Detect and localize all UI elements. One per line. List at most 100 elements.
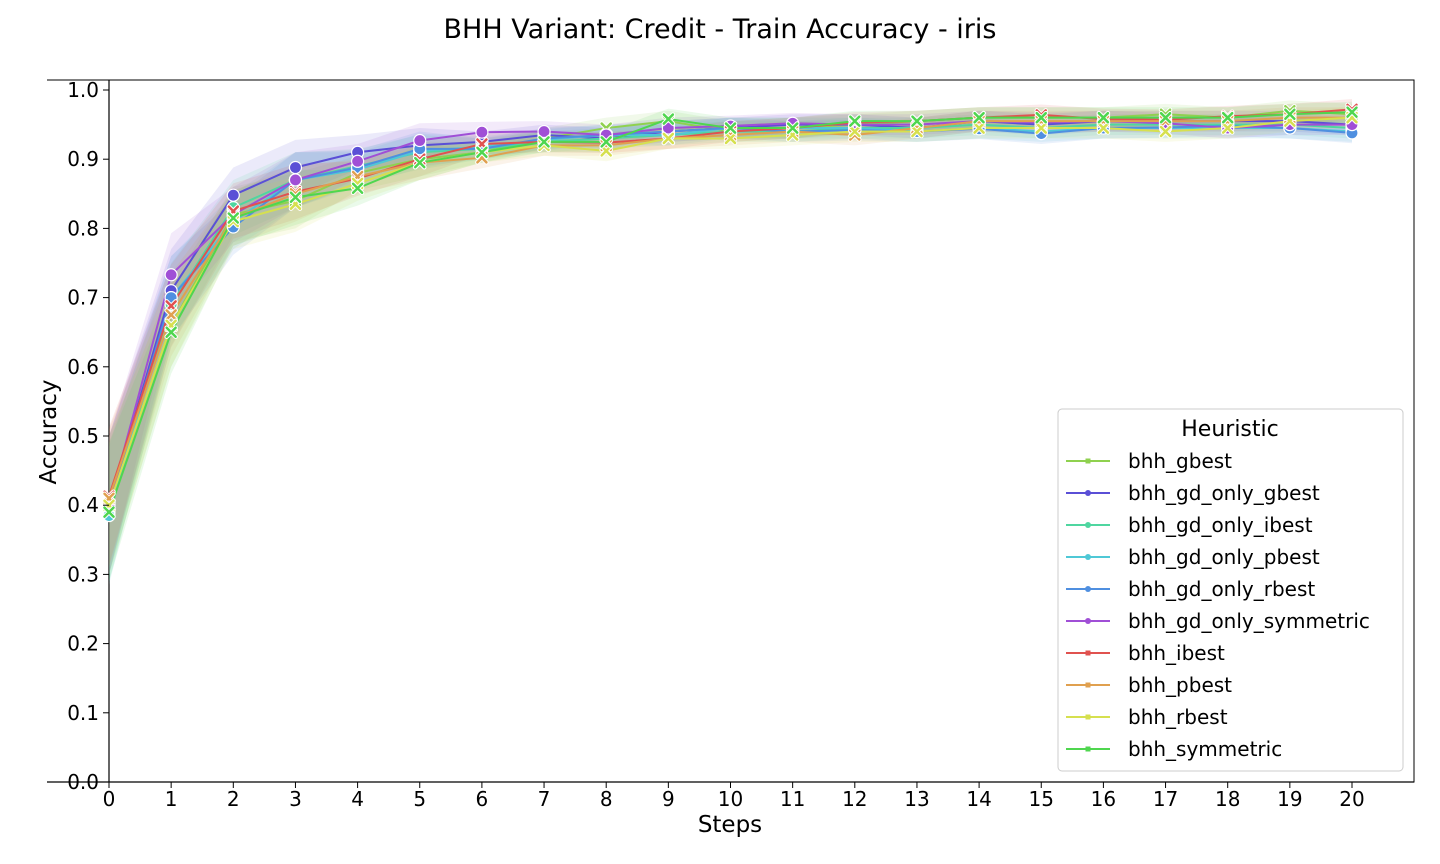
point-bhh_symmetric xyxy=(413,155,427,170)
point-bhh_symmetric xyxy=(723,121,738,135)
y-tick-label: 0.9 xyxy=(67,147,99,171)
x-tick-label: 10 xyxy=(718,787,743,811)
point-bhh_gd_only_symmetric xyxy=(164,268,178,282)
legend-item-bhh_pbest: bhh_pbest xyxy=(1066,673,1232,697)
y-tick-label: 0.7 xyxy=(67,286,99,310)
x-tick-label: 14 xyxy=(966,787,991,811)
point-bhh_gd_only_gbest xyxy=(288,160,303,175)
legend-label: bhh_ibest xyxy=(1128,641,1225,665)
point-bhh_symmetric xyxy=(1283,107,1297,121)
point-bhh_symmetric xyxy=(1034,110,1048,125)
x-tick-label: 7 xyxy=(538,787,551,811)
point-bhh_symmetric xyxy=(475,145,489,160)
point-bhh_rbest xyxy=(661,131,676,146)
point-bhh_symmetric xyxy=(226,211,241,225)
point-bhh_gd_only_symmetric xyxy=(537,124,551,139)
point-bhh_symmetric xyxy=(350,181,365,196)
y-tick-label: 0.5 xyxy=(67,424,99,448)
y-tick-label: 0.4 xyxy=(67,493,99,517)
point-bhh_rbest xyxy=(723,131,738,146)
point-bhh_gd_only_symmetric xyxy=(475,125,489,139)
legend-label: bhh_symmetric xyxy=(1128,737,1282,761)
point-bhh_gd_only_symmetric xyxy=(288,173,303,187)
point-bhh_rbest xyxy=(1034,121,1048,135)
y-ticks: 0.0 0.1 0.2 0.3 0.4 0.5 0.6 0.7 0.8 0.9 1.0 xyxy=(67,78,109,794)
x-tick-label: 5 xyxy=(413,787,426,811)
legend-items: bhh_gbest bhh_gd_only_gbest bhh_gd_only_ib… xyxy=(1066,449,1370,761)
legend-box xyxy=(1057,408,1404,772)
legend-item-bhh_gd_only_ibest: bhh_gd_only_ibest xyxy=(1066,513,1313,537)
x-tick-label: 6 xyxy=(476,787,489,811)
point-bhh_symmetric xyxy=(1345,105,1359,119)
x-ticks: 0 1 2 3 4 5 6 7 8 9 10 11 12 13 14 15 16 17 18 19 20 xyxy=(103,782,1365,811)
point-bhh_symmetric xyxy=(164,325,178,339)
point-bhh_symmetric xyxy=(1096,110,1111,125)
x-tick-label: 9 xyxy=(662,787,675,811)
legend-item-bhh_rbest: bhh_rbest xyxy=(1066,705,1228,729)
y-tick-label: 0.1 xyxy=(67,701,99,725)
x-tick-label: 2 xyxy=(227,787,240,811)
point-bhh_symmetric xyxy=(102,505,116,519)
x-tick-label: 12 xyxy=(842,787,867,811)
legend-label: bhh_rbest xyxy=(1128,705,1228,729)
legend-label: bhh_gd_only_gbest xyxy=(1128,481,1320,505)
point-bhh_symmetric xyxy=(661,112,676,126)
point-bhh_symmetric xyxy=(785,121,800,135)
x-tick-label: 16 xyxy=(1091,787,1116,811)
legend-label: bhh_gd_only_symmetric xyxy=(1128,609,1370,633)
point-bhh_gd_only_symmetric xyxy=(351,154,365,168)
y-tick-label: 0.8 xyxy=(67,216,99,240)
legend-item-bhh_gd_only_rbest: bhh_gd_only_rbest xyxy=(1066,577,1315,601)
y-tick-label: 0.6 xyxy=(67,355,99,379)
point-bhh_symmetric xyxy=(910,114,924,128)
point-bhh_rbest xyxy=(1220,121,1235,135)
legend-label: bhh_gd_only_rbest xyxy=(1128,577,1315,601)
x-tick-label: 0 xyxy=(103,787,116,811)
point-bhh_gd_only_gbest xyxy=(226,188,240,202)
point-bhh_symmetric xyxy=(599,135,613,149)
point-bhh_symmetric xyxy=(537,135,551,149)
y-tick-label: 0.0 xyxy=(67,770,99,794)
point-bhh_symmetric xyxy=(972,110,986,125)
point-bhh_rbest xyxy=(1096,121,1111,135)
legend-title: Heuristic xyxy=(1181,417,1278,442)
point-bhh_rbest xyxy=(972,121,986,135)
point-bhh_rbest xyxy=(910,124,924,139)
legend-label: bhh_pbest xyxy=(1128,673,1232,697)
point-bhh_gd_only_symmetric xyxy=(413,133,427,148)
y-tick-label: 0.3 xyxy=(67,562,99,586)
point-bhh_rbest xyxy=(1158,124,1173,139)
x-tick-label: 17 xyxy=(1153,787,1178,811)
legend: Heuristic bhh_gbestbhh_gd_only_gbestbhh_… xyxy=(1057,408,1404,772)
point-bhh_symmetric xyxy=(848,114,862,128)
series-markers xyxy=(102,102,1359,523)
point-bhh_symmetric xyxy=(288,190,303,205)
legend-item-bhh_gd_only_pbest: bhh_gd_only_pbest xyxy=(1066,545,1320,569)
legend-item-bhh_gd_only_symmetric: bhh_gd_only_symmetric xyxy=(1066,609,1370,633)
x-tick-label: 13 xyxy=(904,787,929,811)
legend-label: bhh_gd_only_pbest xyxy=(1128,545,1320,569)
x-tick-label: 4 xyxy=(351,787,364,811)
point-bhh_symmetric xyxy=(1220,110,1235,125)
legend-label: bhh_gbest xyxy=(1128,449,1232,473)
y-tick-label: 1.0 xyxy=(67,78,99,102)
x-tick-label: 3 xyxy=(289,787,302,811)
x-tick-label: 1 xyxy=(165,787,178,811)
x-tick-label: 15 xyxy=(1029,787,1054,811)
point-bhh_pbest xyxy=(164,308,178,322)
y-tick-label: 0.2 xyxy=(67,632,99,656)
chart-title: BHH Variant: Credit - Train Accuracy - i… xyxy=(444,14,997,45)
legend-item-bhh_gd_only_gbest: bhh_gd_only_gbest xyxy=(1066,481,1320,505)
x-tick-label: 11 xyxy=(780,787,805,811)
y-axis-label: Accuracy xyxy=(36,379,62,484)
x-axis-label: Steps xyxy=(698,812,762,838)
legend-label: bhh_gd_only_ibest xyxy=(1128,513,1313,537)
legend-item-bhh_ibest: bhh_ibest xyxy=(1066,641,1225,665)
x-tick-label: 20 xyxy=(1339,787,1364,811)
x-tick-label: 19 xyxy=(1277,787,1302,811)
point-bhh_rbest xyxy=(848,124,862,139)
point-bhh_symmetric xyxy=(1158,110,1173,125)
legend-item-bhh_symmetric: bhh_symmetric xyxy=(1066,737,1282,761)
x-tick-label: 8 xyxy=(600,787,613,811)
